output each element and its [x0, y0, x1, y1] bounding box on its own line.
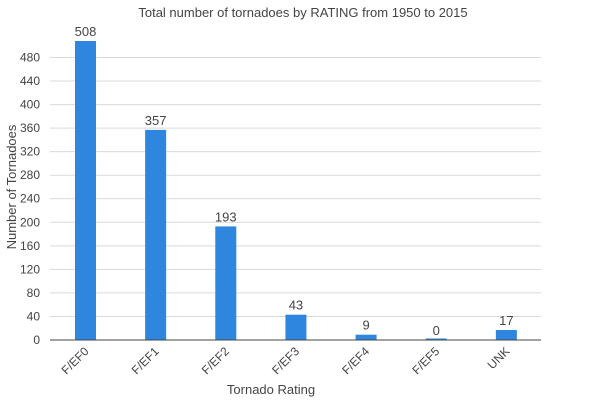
grid-lines — [50, 56, 541, 317]
y-tick-label: 40 — [27, 309, 41, 323]
x-axis-label: Tornado Rating — [227, 382, 315, 397]
x-tick-label: F/EF3 — [269, 344, 302, 377]
chart-title: Total number of tornadoes by RATING from… — [138, 5, 467, 20]
y-tick-label: 240 — [20, 192, 40, 206]
x-tick-label: F/EF5 — [409, 344, 442, 377]
y-tick-label: 440 — [20, 74, 40, 88]
y-tick-label: 360 — [20, 121, 40, 135]
bars — [75, 41, 517, 340]
y-axis-ticks: 0 40 80 120 160 200 240 280 320 360 400 440 480 — [20, 50, 40, 347]
bar — [145, 129, 167, 340]
x-tick-label: F/EF0 — [59, 344, 92, 377]
data-label: 508 — [75, 24, 97, 39]
y-tick-label: 0 — [33, 333, 40, 347]
y-tick-label: 320 — [20, 145, 40, 159]
bar — [285, 314, 307, 340]
data-labels: 508 357 193 43 9 0 17 — [75, 24, 514, 338]
bar — [75, 41, 96, 340]
x-tick-label: F/EF4 — [339, 344, 372, 377]
data-label: 357 — [145, 113, 167, 128]
y-tick-label: 280 — [20, 168, 40, 182]
y-tick-label: 400 — [20, 98, 40, 112]
bar — [355, 334, 377, 340]
y-tick-label: 200 — [20, 215, 40, 229]
y-tick-label: 480 — [20, 50, 40, 64]
x-tick-label: UNK — [485, 344, 513, 372]
x-tick-label: F/EF2 — [199, 344, 232, 377]
data-label: 0 — [433, 323, 440, 338]
y-axis-label: Number of Tornadoes — [4, 124, 19, 249]
bar — [425, 338, 447, 340]
data-label: 43 — [289, 298, 303, 313]
y-tick-label: 160 — [20, 239, 40, 253]
x-tick-label: F/EF1 — [129, 344, 162, 377]
data-label: 193 — [215, 209, 237, 224]
bar — [215, 226, 237, 340]
y-tick-label: 120 — [20, 262, 40, 276]
data-label: 9 — [362, 318, 369, 333]
bar — [495, 329, 517, 340]
data-label: 17 — [499, 313, 513, 328]
x-axis-ticks: F/EF0 F/EF1 F/EF2 F/EF3 F/EF4 F/EF5 UNK — [59, 344, 513, 377]
y-tick-label: 80 — [27, 286, 41, 300]
